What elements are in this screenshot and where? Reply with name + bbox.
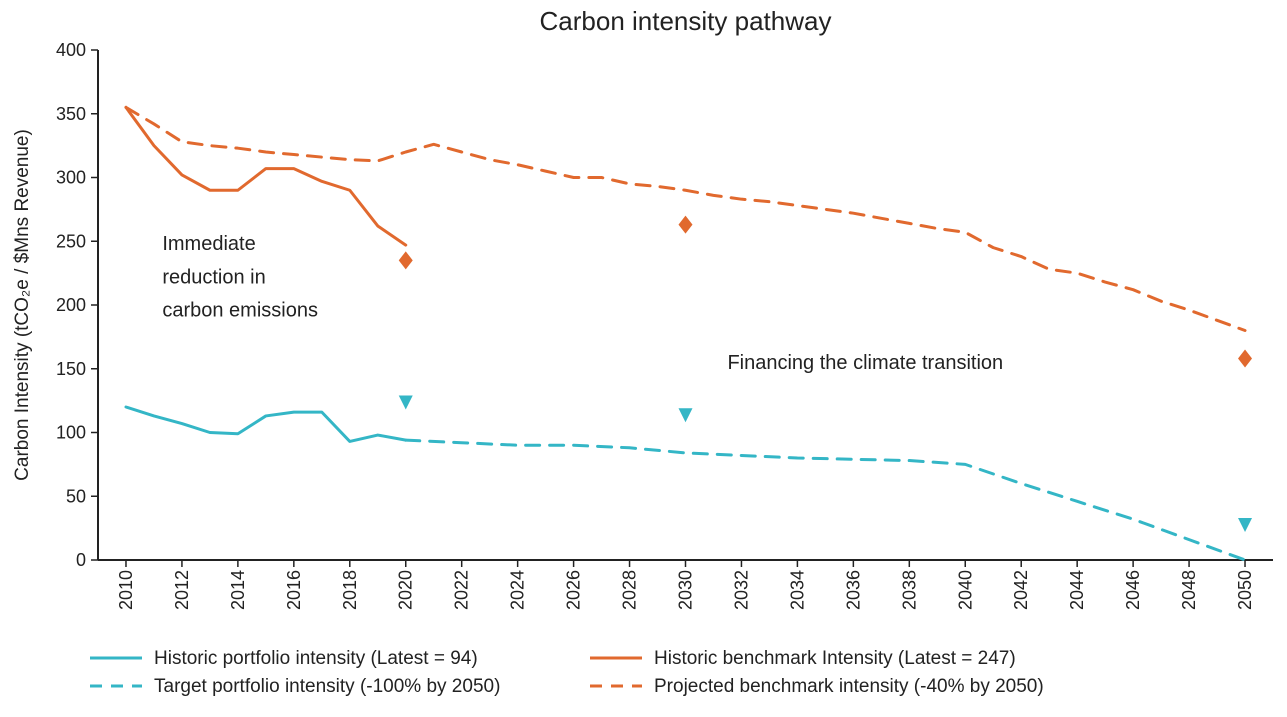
- x-tick-label: 2016: [284, 570, 304, 610]
- y-tick-label: 300: [56, 168, 86, 188]
- gap-arrow-head-1: [679, 408, 693, 422]
- x-tick-label: 2020: [396, 570, 416, 610]
- x-tick-label: 2036: [843, 570, 863, 610]
- x-tick-label: 2048: [1179, 570, 1199, 610]
- series-target_portfolio: [406, 440, 1245, 560]
- annotation-a2: Financing the climate transition: [727, 352, 1003, 374]
- gap-arrow-head-2: [1238, 518, 1252, 532]
- gap-arrow-diamond-0: [399, 251, 413, 269]
- series-historic_portfolio: [126, 407, 406, 441]
- y-tick-label: 0: [76, 550, 86, 570]
- x-tick-label: 2014: [228, 570, 248, 610]
- x-tick-label: 2012: [172, 570, 192, 610]
- y-tick-label: 250: [56, 231, 86, 251]
- gap-arrow-diamond-1: [679, 216, 693, 234]
- carbon-intensity-chart: Carbon intensity pathway 0 50 100 150 200 250 3…: [0, 0, 1287, 717]
- annotation-a1_l3: carbon emissions: [162, 299, 318, 321]
- legend-label: Target portfolio intensity (-100% by 205…: [154, 676, 500, 697]
- y-tick-label: 350: [56, 104, 86, 124]
- x-tick-label: 2044: [1067, 570, 1087, 610]
- legend-label: Historic benchmark Intensity (Latest = 2…: [654, 648, 1016, 669]
- y-tick-label: 100: [56, 423, 86, 443]
- y-tick-label: 150: [56, 359, 86, 379]
- x-tick-label: 2018: [340, 570, 360, 610]
- y-tick-label: 400: [56, 40, 86, 60]
- y-axis-label: Carbon Intensity (tCO₂e / $Mns Revenue): [12, 129, 33, 481]
- legend-item-target_portfolio: Target portfolio intensity (-100% by 205…: [90, 676, 500, 697]
- series-historic_benchmark: [126, 107, 406, 245]
- chart-svg: Carbon intensity pathway 0 50 100 150 200 250 3…: [0, 0, 1287, 717]
- x-tick-label: 2010: [116, 570, 136, 610]
- gap-arrow-head-0: [399, 396, 413, 410]
- x-tick-label: 2024: [508, 570, 528, 610]
- x-tick-label: 2038: [899, 570, 919, 610]
- legend-label: Historic portfolio intensity (Latest = 9…: [154, 648, 478, 669]
- legend-item-historic_portfolio: Historic portfolio intensity (Latest = 9…: [90, 648, 478, 669]
- gap-arrow-diamond-2: [1238, 350, 1252, 368]
- x-tick-label: 2040: [955, 570, 975, 610]
- x-tick-label: 2026: [564, 570, 584, 610]
- x-tick-label: 2050: [1235, 570, 1255, 610]
- legend-label: Projected benchmark intensity (-40% by 2…: [654, 676, 1044, 697]
- legend-item-projected_benchmark: Projected benchmark intensity (-40% by 2…: [590, 676, 1044, 697]
- x-tick-label: 2022: [452, 570, 472, 610]
- y-tick-label: 50: [66, 486, 86, 506]
- x-tick-label: 2030: [676, 570, 696, 610]
- y-tick-label: 200: [56, 295, 86, 315]
- x-tick-label: 2034: [787, 570, 807, 610]
- chart-title: Carbon intensity pathway: [540, 6, 832, 36]
- annotation-a1_l1: Immediate: [162, 233, 255, 255]
- x-tick-label: 2042: [1011, 570, 1031, 610]
- x-tick-label: 2028: [620, 570, 640, 610]
- x-tick-label: 2032: [731, 570, 751, 610]
- x-tick-label: 2046: [1123, 570, 1143, 610]
- annotation-a1_l2: reduction in: [162, 266, 265, 288]
- legend-item-historic_benchmark: Historic benchmark Intensity (Latest = 2…: [590, 648, 1016, 669]
